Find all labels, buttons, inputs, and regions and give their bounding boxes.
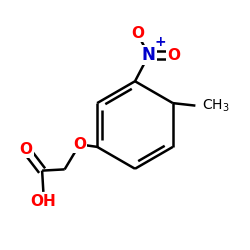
Text: O: O xyxy=(131,26,144,41)
Text: O: O xyxy=(73,137,86,152)
Text: OH: OH xyxy=(30,194,56,210)
Text: N: N xyxy=(142,46,156,64)
Text: +: + xyxy=(154,36,166,50)
Text: O: O xyxy=(19,142,32,157)
Text: O: O xyxy=(167,48,180,62)
Text: CH$_3$: CH$_3$ xyxy=(202,98,229,114)
